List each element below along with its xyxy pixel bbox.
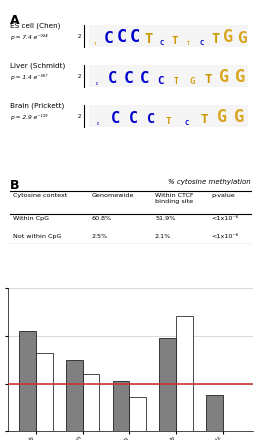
Text: 2: 2: [78, 34, 81, 39]
FancyBboxPatch shape: [89, 25, 248, 47]
Text: ES cell (Chen): ES cell (Chen): [10, 23, 61, 29]
Bar: [66, 360, 82, 431]
Text: 2.5%: 2.5%: [91, 234, 107, 239]
Text: C: C: [104, 31, 114, 46]
Text: C: C: [157, 76, 164, 86]
Text: p = 1.4 e⁻³⁶⁷: p = 1.4 e⁻³⁶⁷: [10, 73, 48, 80]
Text: Within CpG: Within CpG: [13, 216, 49, 221]
Text: C: C: [140, 71, 149, 86]
Text: C: C: [200, 40, 204, 46]
Text: Genomewide: Genomewide: [91, 193, 134, 198]
Text: T: T: [200, 113, 208, 126]
Text: C: C: [111, 111, 120, 126]
Text: C: C: [96, 122, 99, 126]
Text: Cytosine context: Cytosine context: [13, 193, 67, 198]
Text: C: C: [129, 111, 138, 126]
FancyBboxPatch shape: [89, 65, 248, 87]
Text: T: T: [211, 32, 219, 46]
Bar: [129, 397, 146, 431]
Text: G: G: [219, 68, 229, 86]
Text: T: T: [145, 32, 153, 46]
Bar: [36, 352, 53, 431]
Text: A: A: [10, 15, 20, 27]
Text: G: G: [234, 108, 245, 126]
Text: G: G: [190, 77, 195, 86]
Text: C: C: [147, 112, 155, 126]
Bar: [112, 381, 129, 431]
Text: C: C: [124, 71, 134, 86]
Text: T: T: [172, 36, 179, 46]
Text: <1x10⁻⁶: <1x10⁻⁶: [211, 234, 239, 239]
Text: Not within CpG: Not within CpG: [13, 234, 61, 239]
Text: p-value: p-value: [211, 193, 235, 198]
Text: <1x10⁻⁶: <1x10⁻⁶: [211, 216, 239, 221]
Text: Liver (Schmidt): Liver (Schmidt): [10, 63, 66, 70]
Text: C: C: [184, 120, 188, 126]
Text: p = 7.4 e⁻⁹²⁴: p = 7.4 e⁻⁹²⁴: [10, 34, 48, 40]
Text: B: B: [10, 179, 20, 192]
Text: 2: 2: [78, 73, 81, 79]
Text: G: G: [237, 31, 246, 46]
Text: T: T: [205, 73, 212, 86]
Text: C: C: [117, 28, 127, 46]
Text: G: G: [223, 28, 233, 46]
Text: C: C: [96, 82, 98, 86]
Text: C: C: [160, 40, 164, 46]
Bar: [19, 331, 36, 431]
Text: T: T: [166, 117, 171, 126]
Text: 2.1%: 2.1%: [155, 234, 171, 239]
Text: T: T: [187, 41, 190, 46]
Text: Within CTCF
binding site: Within CTCF binding site: [155, 193, 194, 204]
Bar: [159, 338, 176, 431]
Bar: [206, 396, 223, 431]
Text: p = 2.9 e⁻¹¹⁹: p = 2.9 e⁻¹¹⁹: [10, 114, 48, 120]
Text: 51.9%: 51.9%: [155, 216, 175, 221]
Text: G: G: [235, 68, 245, 86]
Bar: [176, 316, 193, 431]
Text: 2: 2: [78, 114, 81, 118]
Text: 60.8%: 60.8%: [91, 216, 111, 221]
Text: G: G: [217, 108, 227, 126]
Text: T: T: [174, 77, 179, 86]
Text: C: C: [108, 71, 117, 86]
Text: % cytosine methylation: % cytosine methylation: [168, 179, 251, 185]
Bar: [82, 374, 99, 431]
Text: C: C: [130, 28, 140, 46]
Text: T: T: [94, 42, 97, 46]
Text: Brain (Prickett): Brain (Prickett): [10, 103, 64, 109]
FancyBboxPatch shape: [89, 105, 248, 127]
